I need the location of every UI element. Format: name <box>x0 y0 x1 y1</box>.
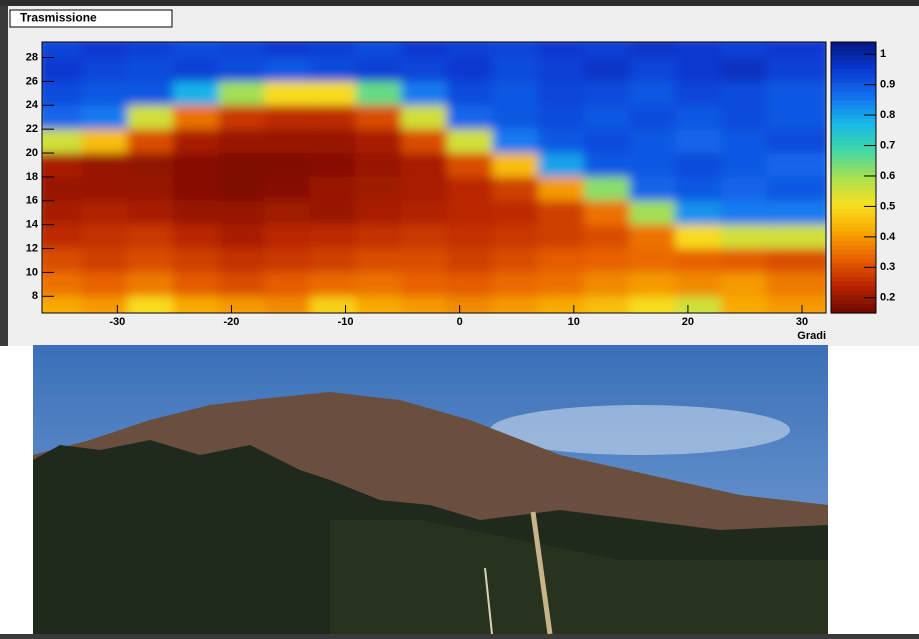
colorbar-swatch <box>831 87 876 92</box>
window-bar <box>0 0 919 6</box>
colorbar-swatch <box>831 42 876 47</box>
colorbar-swatch <box>831 123 876 128</box>
colorbar-swatch <box>831 290 876 295</box>
colorbar-swatch <box>831 245 876 250</box>
y-tick-label: 12 <box>26 242 38 254</box>
colorbar-swatch <box>831 132 876 137</box>
x-tick-label: 0 <box>457 316 463 328</box>
colorbar-swatch <box>831 137 876 142</box>
colorbar-swatch <box>831 164 876 169</box>
colorbar-swatch <box>831 96 876 101</box>
x-tick-label: 10 <box>568 316 580 328</box>
colorbar-swatch <box>831 150 876 155</box>
colorbar-swatch <box>831 304 876 309</box>
colorbar-swatch <box>831 272 876 277</box>
colorbar-swatch <box>831 268 876 273</box>
colorbar-swatch <box>831 60 876 65</box>
x-tick-label: -20 <box>223 316 239 328</box>
y-tick-label: 14 <box>26 219 39 231</box>
y-tick-label: 28 <box>26 51 38 63</box>
z-tick-label: 0.6 <box>880 170 895 182</box>
colorbar-swatch <box>831 101 876 106</box>
colorbar-swatch <box>831 191 876 196</box>
colorbar-swatch <box>831 241 876 246</box>
y-tick-label: 8 <box>32 290 38 302</box>
colorbar-swatch <box>831 205 876 210</box>
y-tick-label: 16 <box>26 195 38 207</box>
colorbar-swatch <box>831 56 876 61</box>
colorbar-swatch <box>831 223 876 228</box>
colorbar-swatch <box>831 47 876 52</box>
colorbar-swatch <box>831 110 876 115</box>
y-tick-label: 24 <box>26 99 39 111</box>
colorbar-swatch <box>831 250 876 255</box>
colorbar-swatch <box>831 214 876 219</box>
colorbar-swatch <box>831 227 876 232</box>
colorbar-swatch <box>831 78 876 83</box>
z-tick-label: 0.2 <box>880 292 895 304</box>
z-tick-label: 0.9 <box>880 79 895 91</box>
colorbar-swatch <box>831 83 876 88</box>
colorbar-swatch <box>831 286 876 291</box>
colorbar-swatch <box>831 218 876 223</box>
heatmap <box>36 36 832 319</box>
colorbar-swatch <box>831 105 876 110</box>
z-tick-label: 1 <box>880 48 886 60</box>
chart-title: Trasmissione <box>20 11 97 25</box>
y-tick-label: 22 <box>26 123 38 135</box>
photo <box>33 345 828 634</box>
colorbar-swatch <box>831 209 876 214</box>
colorbar-swatch <box>831 232 876 237</box>
colorbar-swatch <box>831 119 876 124</box>
x-tick-label: -30 <box>109 316 125 328</box>
colorbar-swatch <box>831 196 876 201</box>
x-tick-label: -10 <box>338 316 354 328</box>
colorbar-swatch <box>831 92 876 97</box>
z-tick-label: 0.4 <box>880 231 896 243</box>
screenshot: Trasmissione -30 -20 -10 0 10 20 30 8 10 12 14 16 18… <box>0 0 919 634</box>
y-tick-label: 20 <box>26 147 38 159</box>
heatmap-cells <box>36 36 832 319</box>
colorbar-swatch <box>831 259 876 264</box>
y-tick-label: 10 <box>26 266 38 278</box>
colorbar-swatch <box>831 159 876 164</box>
x-tick-label: 20 <box>682 316 694 328</box>
colorbar-swatch <box>831 74 876 79</box>
colorbar-swatch <box>831 187 876 192</box>
colorbar-swatch <box>831 182 876 187</box>
colorbar-swatch <box>831 146 876 151</box>
colorbar-swatch <box>831 299 876 304</box>
colorbar-swatch <box>831 128 876 133</box>
colorbar-swatch <box>831 254 876 259</box>
z-tick-label: 0.7 <box>880 139 895 151</box>
colorbar-swatch <box>831 178 876 183</box>
colorbar-swatch <box>831 277 876 282</box>
z-tick-label: 0.3 <box>880 261 895 273</box>
x-axis-label: Gradi <box>797 330 826 342</box>
x-tick-label: 30 <box>796 316 808 328</box>
colorbar-swatch <box>831 69 876 74</box>
colorbar-swatch <box>831 168 876 173</box>
colorbar-swatch <box>831 155 876 160</box>
colorbar-swatch <box>831 65 876 70</box>
y-tick-label: 26 <box>26 75 38 87</box>
colorbar-swatch <box>831 281 876 286</box>
y-tick-label: 18 <box>26 171 38 183</box>
colorbar-swatch <box>831 51 876 56</box>
page: {"chart_data": {"type": "heatmap", "titl… <box>0 0 919 634</box>
colorbar-swatch <box>831 200 876 205</box>
z-tick-label: 0.5 <box>880 200 895 212</box>
z-tick-label: 0.8 <box>880 109 895 121</box>
